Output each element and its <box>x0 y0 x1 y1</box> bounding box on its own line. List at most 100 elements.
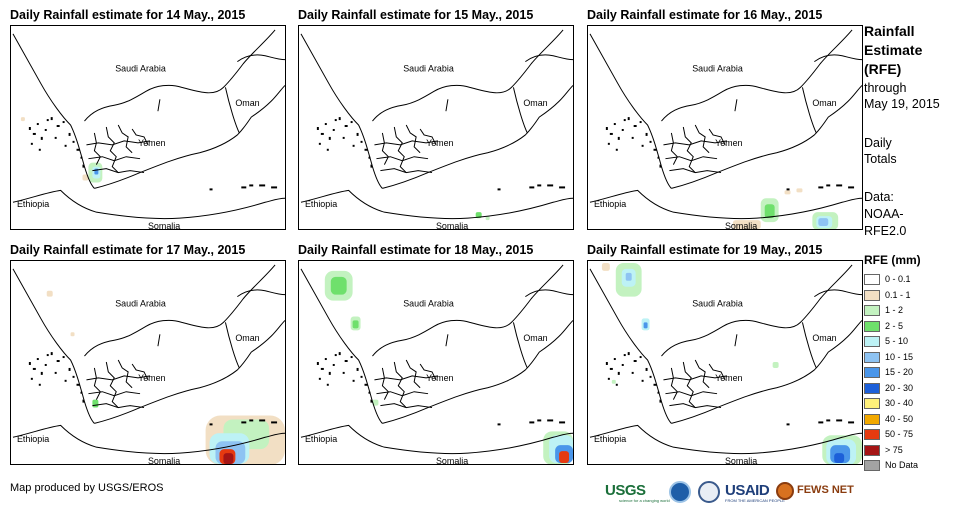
rainfall-map: Saudi Arabia Oman Yemen Ethiopia Somalia <box>10 25 286 230</box>
base-map-layer: Saudi Arabia Oman Yemen Ethiopia Somalia <box>12 29 285 229</box>
partner-logos: USGS science for a changing world USAID … <box>605 476 855 506</box>
rainfall-area <box>223 453 234 464</box>
rainfall-area <box>818 218 829 227</box>
rainfall-layer <box>46 290 285 464</box>
label-saudi-arabia: Saudi Arabia <box>692 64 743 74</box>
map-panel-may-19: Daily Rainfall estimate for 19 May., 201… <box>587 243 863 468</box>
label-somalia: Somalia <box>725 221 757 229</box>
rainfall-area <box>764 204 775 219</box>
rainfall-area <box>352 320 359 329</box>
label-ethiopia: Ethiopia <box>305 434 337 444</box>
rainfall-map: Saudi Arabia Oman Yemen Ethiopia Somalia <box>298 260 574 465</box>
map-canvas: Saudi Arabia Oman Yemen Ethiopia Somalia <box>12 29 285 229</box>
data-source: Data: NOAA- RFE2.0 <box>864 189 964 240</box>
noaa-logo-icon <box>669 481 691 503</box>
map-title: Rainfall Estimate (RFE) <box>864 22 964 79</box>
legend-label: 0 - 0.1 <box>885 274 911 285</box>
legend-swatch <box>864 429 880 441</box>
daily-line: Daily <box>864 136 892 150</box>
source-line: NOAA- <box>864 207 904 221</box>
usaid-tagline: FROM THE AMERICAN PEOPLE <box>725 498 785 503</box>
legend-label: 50 - 75 <box>885 429 914 440</box>
label-oman: Oman <box>235 333 259 343</box>
usgs-tagline: science for a changing world <box>619 498 670 503</box>
base-map-layer: Saudi Arabia Oman Yemen Ethiopia Somalia <box>300 29 573 229</box>
label-somalia: Somalia <box>725 456 757 464</box>
label-yemen: Yemen <box>715 373 742 383</box>
legend-label: No Data <box>885 460 919 471</box>
map-panel-may-16: Daily Rainfall estimate for 16 May., 201… <box>587 8 863 233</box>
rainfall-map: Saudi Arabia Oman Yemen Ethiopia Somalia <box>298 25 574 230</box>
panel-title: Daily Rainfall estimate for 19 May., 201… <box>587 243 823 257</box>
rainfall-area <box>772 362 779 368</box>
map-title-line: Estimate <box>864 42 923 58</box>
rainfall-area <box>82 174 89 181</box>
rainfall-map: Saudi Arabia Oman Yemen Ethiopia Somalia <box>587 25 863 230</box>
legend-swatch <box>864 336 880 348</box>
rainfall-layer <box>732 188 839 229</box>
legend-label: 1 - 2 <box>885 305 904 316</box>
label-saudi-arabia: Saudi Arabia <box>403 64 454 74</box>
map-panel-may-15: Daily Rainfall estimate for 15 May., 201… <box>298 8 574 233</box>
rainfall-area <box>611 379 616 384</box>
label-somalia: Somalia <box>436 456 468 464</box>
label-oman: Oman <box>235 98 259 108</box>
panel-title: Daily Rainfall estimate for 17 May., 201… <box>10 243 246 257</box>
label-ethiopia: Ethiopia <box>17 434 49 444</box>
rainfall-area <box>784 190 791 195</box>
legend-swatch <box>864 413 880 425</box>
rainfall-area <box>625 272 632 281</box>
legend-swatch <box>864 398 880 410</box>
rainfall-layer <box>324 270 573 464</box>
legend-label: 15 - 20 <box>885 367 914 378</box>
panel-title: Daily Rainfall estimate for 16 May., 201… <box>587 8 823 22</box>
label-yemen: Yemen <box>138 138 165 148</box>
rainfall-area <box>643 322 648 329</box>
label-oman: Oman <box>812 333 836 343</box>
map-panel-may-17: Daily Rainfall estimate for 17 May., 201… <box>10 243 286 468</box>
legend-swatch <box>864 444 880 456</box>
source-line: Data: <box>864 190 894 204</box>
legend-item: 2 - 5 <box>864 319 964 335</box>
label-somalia: Somalia <box>148 221 180 229</box>
label-yemen: Yemen <box>426 373 453 383</box>
through-label: through <box>864 81 907 95</box>
base-map-layer: Saudi Arabia Oman Yemen Ethiopia Somalia <box>12 264 285 464</box>
label-yemen: Yemen <box>138 373 165 383</box>
label-saudi-arabia: Saudi Arabia <box>115 299 166 309</box>
legend-item: 50 - 75 <box>864 427 964 443</box>
map-canvas: Saudi Arabia Oman Yemen Ethiopia Somalia <box>12 264 285 464</box>
legend-label: 5 - 10 <box>885 336 909 347</box>
legend-item: 1 - 2 <box>864 303 964 319</box>
label-somalia: Somalia <box>148 456 180 464</box>
panel-title: Daily Rainfall estimate for 18 May., 201… <box>298 243 534 257</box>
legend-item: 0 - 0.1 <box>864 272 964 288</box>
label-somalia: Somalia <box>436 221 468 229</box>
rainfall-layer <box>601 262 862 464</box>
base-map-layer: Saudi Arabia Oman Yemen Ethiopia Somalia <box>589 264 862 464</box>
rainfall-area <box>601 262 610 271</box>
base-map-layer: Saudi Arabia Oman Yemen Ethiopia Somalia <box>300 264 573 464</box>
legend-swatch <box>864 274 880 286</box>
map-panel-may-18: Daily Rainfall estimate for 18 May., 201… <box>298 243 574 468</box>
label-saudi-arabia: Saudi Arabia <box>403 299 454 309</box>
legend-label: 20 - 30 <box>885 382 914 393</box>
label-oman: Oman <box>812 98 836 108</box>
fews-net-logo: FEWS NET <box>797 484 854 496</box>
rainfall-area <box>372 399 379 406</box>
legend-swatch <box>864 289 880 301</box>
map-canvas: Saudi Arabia Oman Yemen Ethiopia Somalia <box>300 29 573 229</box>
rainfall-area <box>559 451 570 464</box>
legend-swatch <box>864 351 880 363</box>
rainfall-area <box>485 216 490 221</box>
legend-label: 30 - 40 <box>885 398 914 409</box>
legend-item: 10 - 15 <box>864 350 964 366</box>
legend-item: 20 - 30 <box>864 381 964 397</box>
through-value: May 19, 2015 <box>864 97 940 111</box>
legend-item: No Data <box>864 458 964 474</box>
rainfall-area <box>70 332 75 337</box>
label-yemen: Yemen <box>426 138 453 148</box>
label-ethiopia: Ethiopia <box>594 434 626 444</box>
rainfall-area <box>330 276 347 295</box>
legend-item: 30 - 40 <box>864 396 964 412</box>
